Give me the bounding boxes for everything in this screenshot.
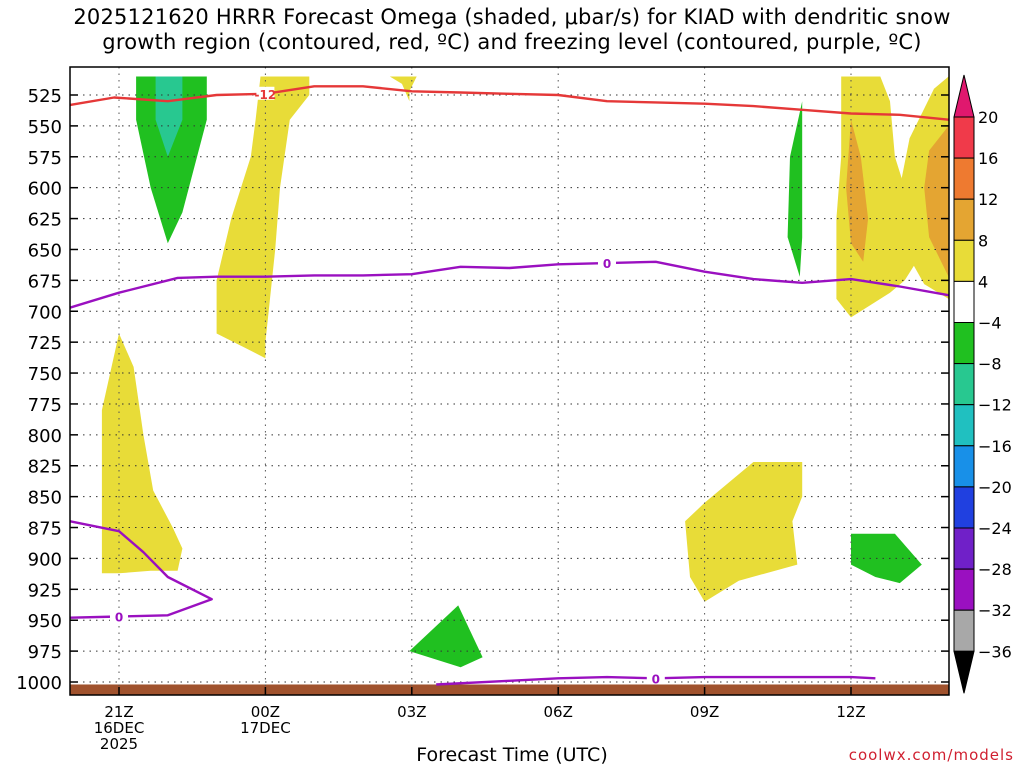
x-tick-label: 17DEC <box>240 719 291 737</box>
y-tick-label: 900 <box>28 549 62 570</box>
omega-region-yellow-lower-left <box>101 333 183 574</box>
y-tick-label: 950 <box>28 611 62 632</box>
plot-background <box>70 67 949 695</box>
y-tick-label: 725 <box>28 333 62 354</box>
y-tick-label: 750 <box>28 364 62 385</box>
axis-layer: 525 550 575 600 625 650 675 700 725 750 775 800 825 8… <box>16 86 949 753</box>
terrain-strip <box>70 684 949 695</box>
colorbar-label: −24 <box>978 519 1012 538</box>
y-tick-label: 825 <box>28 457 62 478</box>
freezing-contour-upper-label: 0 <box>603 257 611 271</box>
colorbar-label: −20 <box>978 478 1012 497</box>
chart-title-line-1: 2025121620 HRRR Forecast Omega (shaded, … <box>73 5 951 29</box>
x-tick-label: 06Z <box>544 703 573 721</box>
colorbar-label: −36 <box>978 642 1012 661</box>
colorbar-label: 12 <box>978 190 998 209</box>
colorbar-swatch <box>953 568 975 611</box>
y-tick-label: 1000 <box>16 673 62 694</box>
y-tick-label: 550 <box>28 117 62 138</box>
colorbar-top-arrow <box>953 74 975 118</box>
x-tick-label: 09Z <box>690 703 719 721</box>
freezing-contour-surface <box>436 675 876 686</box>
colorbar-label: 8 <box>978 231 988 250</box>
colorbar-label: −32 <box>978 601 1012 620</box>
colorbar-label: −28 <box>978 560 1012 579</box>
colorbar-label: −4 <box>978 314 1002 333</box>
colorbar: 20 16 12 8 4 −4 −8 −12 −16 −20 −24 −28 −32 −36 <box>953 74 1012 694</box>
x-tick-label: 12Z <box>836 703 865 721</box>
colorbar-swatch <box>953 322 975 365</box>
x-tick-label: 00Z <box>251 703 280 721</box>
grid-layer <box>70 67 949 695</box>
omega-shading-layer <box>101 76 949 668</box>
terrain-layer <box>70 684 949 695</box>
y-tick-label: 675 <box>28 271 62 292</box>
omega-region-yellow-small-03z <box>389 76 417 102</box>
colorbar-label: −16 <box>978 437 1012 456</box>
dendritic-contour-label-bg <box>256 86 275 100</box>
y-tick-label: 875 <box>28 519 62 540</box>
colorbar-swatch <box>953 404 975 447</box>
y-tick-label: 650 <box>28 240 62 261</box>
x-tick-label: 21Z <box>104 703 133 721</box>
omega-region-green-10z-sliver <box>787 101 803 277</box>
colorbar-bottom-arrow <box>953 650 975 694</box>
y-tick-label: 925 <box>28 580 62 601</box>
omega-region-green-04z-lower <box>409 605 483 668</box>
colorbar-swatch <box>953 609 975 652</box>
y-tick-label: 575 <box>28 148 62 169</box>
omega-region-green-12z-lower <box>851 533 922 584</box>
freezing-contour-upper <box>70 260 949 309</box>
x-tick-label: 16DEC <box>94 719 145 737</box>
omega-region-yellow-upper-mid <box>216 76 310 359</box>
freezing-contour-upper-label-bg <box>598 256 616 270</box>
colorbar-swatch <box>953 527 975 570</box>
plot-area: -12 0 0 0 <box>70 67 949 695</box>
colorbar-swatch <box>953 239 975 282</box>
y-tick-label: 700 <box>28 302 62 323</box>
y-tick-label: 600 <box>28 179 62 200</box>
colorbar-label: −8 <box>978 355 1002 374</box>
plot-frame <box>69 66 950 696</box>
x-tick-label: 03Z <box>397 703 426 721</box>
contour-layer: -12 0 0 0 <box>70 85 949 686</box>
colorbar-label: 16 <box>978 149 998 168</box>
colorbar-swatch <box>953 363 975 406</box>
y-tick-label: 525 <box>28 86 62 107</box>
freezing-contour-surface-label-bg <box>646 671 665 685</box>
omega-region-orange-right-b <box>924 125 949 277</box>
omega-region-green-upper-left <box>136 76 207 244</box>
y-tick-label: 775 <box>28 395 62 416</box>
colorbar-swatch <box>953 198 975 241</box>
y-tick-label: 625 <box>28 210 62 231</box>
freezing-contour-surface-label: 0 <box>652 672 660 686</box>
y-tick-label: 800 <box>28 426 62 447</box>
chart-title-line-2: growth region (contoured, red, ºC) and f… <box>102 30 922 54</box>
dendritic-contour-label: -12 <box>255 88 277 102</box>
omega-region-yellow-right-upper <box>836 76 925 318</box>
watermark: coolwx.com/models <box>848 746 1014 764</box>
colorbar-swatch <box>953 280 975 323</box>
x-axis-label: Forecast Time (UTC) <box>416 744 608 766</box>
omega-region-teal-upper-left <box>155 76 183 157</box>
freezing-contour-lower-label: 0 <box>115 611 123 625</box>
colorbar-label: 20 <box>978 108 998 127</box>
colorbar-label: 4 <box>978 272 988 291</box>
colorbar-swatch <box>953 445 975 488</box>
omega-region-orange-right-a <box>846 119 869 262</box>
colorbar-label: −12 <box>978 396 1012 415</box>
colorbar-swatch <box>953 486 975 529</box>
y-tick-label: 850 <box>28 488 62 509</box>
colorbar-swatch <box>953 157 975 200</box>
x-tick-label: 2025 <box>100 735 138 753</box>
colorbar-swatch <box>953 116 975 159</box>
dendritic-contour <box>70 85 949 121</box>
freezing-contour-lower-label-bg <box>110 609 128 623</box>
y-tick-label: 975 <box>28 642 62 663</box>
